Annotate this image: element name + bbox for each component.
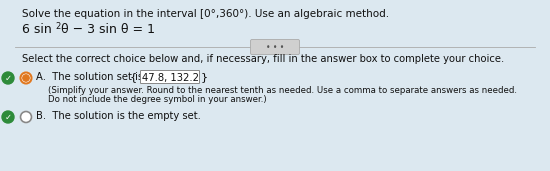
Text: θ − 3 sin θ = 1: θ − 3 sin θ = 1 — [61, 23, 155, 36]
Text: A.  The solution set is: A. The solution set is — [36, 72, 146, 82]
FancyBboxPatch shape — [250, 40, 300, 55]
Text: 6 sin: 6 sin — [22, 23, 52, 36]
Text: Do not include the degree symbol in your answer.): Do not include the degree symbol in your… — [48, 95, 267, 104]
Text: • • •: • • • — [266, 43, 284, 51]
Text: (Simplify your answer. Round to the nearest tenth as needed. Use a comma to sepa: (Simplify your answer. Round to the near… — [48, 86, 517, 95]
Circle shape — [2, 111, 14, 123]
Text: ✓: ✓ — [4, 113, 12, 122]
Text: Select the correct choice below and, if necessary, fill in the answer box to com: Select the correct choice below and, if … — [22, 54, 504, 64]
FancyBboxPatch shape — [140, 70, 200, 83]
Text: B.  The solution is the empty set.: B. The solution is the empty set. — [36, 111, 201, 121]
Circle shape — [2, 72, 14, 84]
Text: ✓: ✓ — [4, 74, 12, 83]
Text: {: { — [130, 72, 137, 82]
Text: 47.8, 132.2: 47.8, 132.2 — [141, 73, 199, 82]
Text: }: } — [201, 72, 208, 82]
Text: Solve the equation in the interval [0°,360°). Use an algebraic method.: Solve the equation in the interval [0°,3… — [22, 9, 389, 19]
Text: 2: 2 — [55, 22, 60, 31]
Circle shape — [23, 75, 29, 81]
Circle shape — [20, 73, 31, 83]
Circle shape — [20, 111, 31, 122]
